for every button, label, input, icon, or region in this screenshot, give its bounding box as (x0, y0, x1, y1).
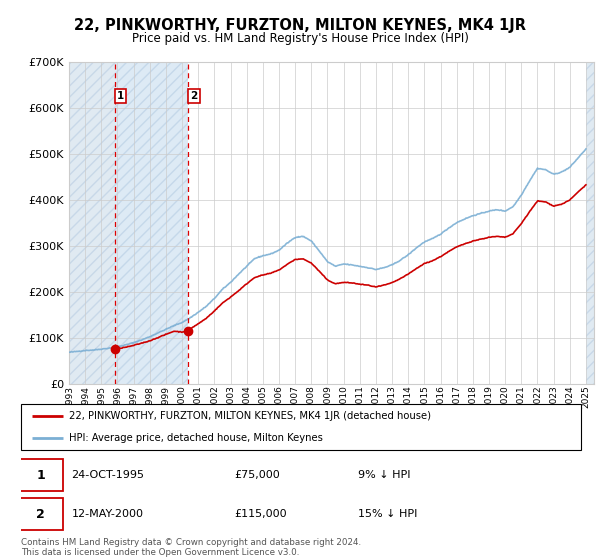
FancyBboxPatch shape (18, 498, 63, 530)
Text: 9% ↓ HPI: 9% ↓ HPI (358, 470, 410, 480)
Bar (115, 62, 188, 384)
Text: 2: 2 (36, 507, 45, 521)
FancyBboxPatch shape (21, 404, 581, 450)
Text: 22, PINKWORTHY, FURZTON, MILTON KEYNES, MK4 1JR (detached house): 22, PINKWORTHY, FURZTON, MILTON KEYNES, … (68, 411, 431, 421)
Text: Price paid vs. HM Land Registry's House Price Index (HPI): Price paid vs. HM Land Registry's House … (131, 32, 469, 45)
Text: 1: 1 (117, 91, 124, 101)
Text: £115,000: £115,000 (234, 509, 287, 519)
Bar (69, 62, 115, 384)
Bar (586, 62, 594, 384)
Text: 22, PINKWORTHY, FURZTON, MILTON KEYNES, MK4 1JR: 22, PINKWORTHY, FURZTON, MILTON KEYNES, … (74, 18, 526, 33)
Text: 12-MAY-2000: 12-MAY-2000 (71, 509, 143, 519)
Text: 2: 2 (190, 91, 197, 101)
Text: HPI: Average price, detached house, Milton Keynes: HPI: Average price, detached house, Milt… (68, 433, 323, 443)
Text: £75,000: £75,000 (234, 470, 280, 480)
Text: 15% ↓ HPI: 15% ↓ HPI (358, 509, 417, 519)
Text: 1: 1 (36, 469, 45, 482)
Text: 24-OCT-1995: 24-OCT-1995 (71, 470, 145, 480)
Text: Contains HM Land Registry data © Crown copyright and database right 2024.
This d: Contains HM Land Registry data © Crown c… (21, 538, 361, 557)
FancyBboxPatch shape (18, 459, 63, 491)
